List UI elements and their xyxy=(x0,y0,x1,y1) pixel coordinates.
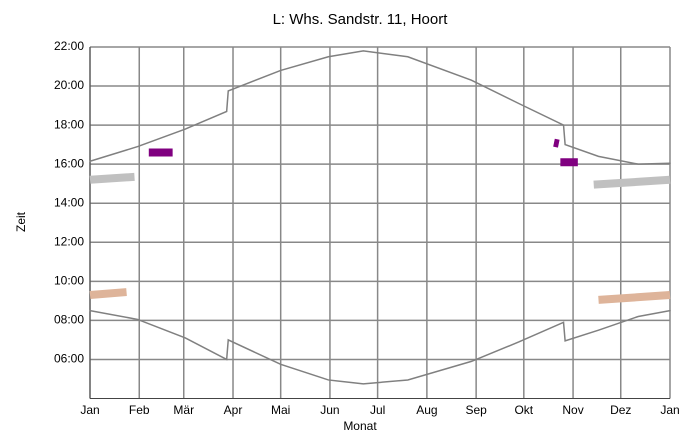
shadow-band xyxy=(89,288,127,299)
shadow-band xyxy=(89,172,135,184)
y-tick-label: 14:00 xyxy=(54,195,84,209)
sun-line xyxy=(89,50,671,165)
y-tick-label: 10:00 xyxy=(54,274,84,288)
x-tick-label: Jul xyxy=(370,403,385,417)
y-tick-label: 20:00 xyxy=(54,78,84,92)
sun-line xyxy=(89,309,671,385)
x-tick-label: Jan xyxy=(80,403,99,417)
y-tick-label: 16:00 xyxy=(54,156,84,170)
y-axis-label: Zeit xyxy=(14,211,28,232)
y-tick-label: 08:00 xyxy=(54,313,84,327)
shadow-band xyxy=(593,175,671,189)
x-tick-label: Mai xyxy=(271,403,290,417)
x-tick-label: Dez xyxy=(610,403,631,417)
x-tick-label: Jan xyxy=(660,403,679,417)
y-tick-label: 06:00 xyxy=(54,352,84,366)
y-tick-label: 12:00 xyxy=(54,234,84,248)
x-axis-label: Monat xyxy=(343,419,377,433)
shadow-band xyxy=(553,138,560,148)
shadow-band xyxy=(598,291,671,304)
x-tick-label: Nov xyxy=(562,403,583,417)
x-tick-label: Feb xyxy=(129,403,150,417)
x-tick-label: Sep xyxy=(465,403,487,417)
y-tick-label: 22:00 xyxy=(54,39,84,53)
x-tick-label: Jun xyxy=(320,403,339,417)
x-tick-label: Okt xyxy=(514,403,533,417)
y-tick-label: 18:00 xyxy=(54,117,84,131)
x-tick-label: Aug xyxy=(416,403,437,417)
x-tick-label: Mär xyxy=(173,403,194,417)
x-tick-label: Apr xyxy=(224,403,243,417)
chart-title: L: Whs. Sandstr. 11, Hoort xyxy=(273,11,449,28)
